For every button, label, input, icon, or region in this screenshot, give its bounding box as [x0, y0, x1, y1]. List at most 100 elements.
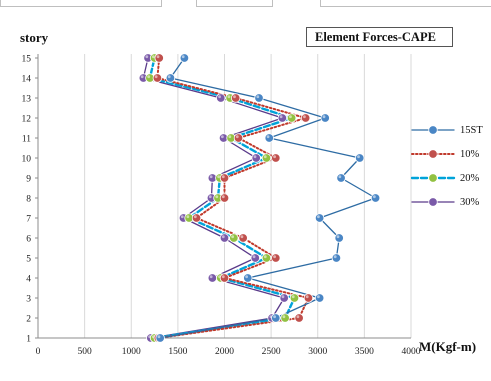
data-point-highlight: [167, 75, 171, 79]
data-point-highlight: [273, 255, 276, 259]
data-point-highlight: [266, 135, 270, 139]
data-point: [233, 133, 244, 143]
series-markers: [155, 53, 381, 343]
legend-item: 30%: [410, 190, 490, 214]
data-point-highlight: [233, 95, 236, 99]
legend-item: 20%: [410, 166, 490, 190]
data-point: [289, 293, 300, 303]
data-point-highlight: [151, 55, 155, 59]
data-point-highlight: [279, 115, 283, 119]
data-point: [261, 253, 272, 263]
data-point: [250, 253, 260, 263]
data-point: [179, 53, 190, 63]
data-point-highlight: [317, 295, 320, 299]
data-point-highlight: [317, 215, 320, 219]
x-axis-label: M(Kgf-m): [419, 339, 477, 354]
data-point: [314, 293, 325, 303]
data-point: [243, 273, 253, 283]
data-point-highlight: [180, 215, 184, 219]
y-tick-label: 12: [22, 115, 32, 125]
top-panel-middle: [196, 0, 273, 7]
gridlines: [84, 54, 412, 338]
data-point-highlight: [221, 235, 225, 239]
x-tick-label: 3000: [308, 347, 327, 357]
chart-title-text: Element Forces-CAPE: [315, 29, 436, 44]
legend-swatch: [411, 149, 455, 159]
x-tick-label: 1500: [168, 347, 187, 357]
data-point-highlight: [372, 195, 376, 199]
data-point: [254, 93, 264, 103]
data-point: [277, 113, 288, 123]
data-point: [219, 173, 230, 183]
data-point-highlight: [333, 255, 337, 259]
data-point: [271, 253, 281, 263]
data-point-highlight: [218, 95, 221, 99]
series-15st: [159, 57, 377, 339]
data-point-highlight: [336, 235, 340, 239]
legend-item: 10%: [410, 142, 490, 166]
y-tick-label: 11: [22, 135, 31, 145]
data-point-highlight: [147, 75, 151, 79]
y-tick-label: 10: [22, 155, 32, 165]
data-point-highlight: [291, 295, 295, 299]
data-point-highlight: [181, 55, 185, 59]
data-point: [286, 113, 297, 123]
legend-marker: [428, 149, 438, 159]
data-point-highlight: [220, 135, 224, 139]
data-point: [154, 53, 164, 63]
data-point-highlight: [273, 315, 276, 319]
data-point: [261, 153, 272, 163]
data-point-highlight: [157, 335, 161, 339]
y-tick-label: 6: [26, 235, 31, 245]
data-point: [216, 93, 226, 103]
data-point-highlight: [215, 195, 219, 199]
data-point-highlight: [235, 135, 239, 139]
data-point: [271, 313, 281, 323]
data-point: [219, 273, 230, 283]
data-point: [336, 173, 346, 183]
data-point-highlight: [305, 295, 309, 299]
x-tick-label: 3500: [355, 347, 374, 357]
data-point-highlight: [217, 175, 221, 179]
data-point: [251, 153, 261, 163]
data-point: [271, 153, 281, 163]
y-tick-label: 4: [26, 275, 31, 285]
data-point-highlight: [186, 215, 190, 219]
data-point-highlight: [208, 195, 212, 199]
y-axis-label: story: [20, 30, 49, 45]
data-point-highlight: [338, 175, 342, 179]
y-tick-label: 1: [26, 335, 31, 345]
x-tick-label: 500: [78, 347, 93, 357]
data-point-highlight: [209, 175, 213, 179]
y-tick-label: 3: [26, 295, 31, 305]
data-point: [155, 333, 165, 343]
data-point-highlight: [145, 55, 149, 59]
data-point: [152, 73, 163, 83]
legend-label: 30%: [460, 196, 480, 208]
data-point-highlight: [256, 95, 260, 99]
data-point-highlight: [289, 115, 292, 119]
data-point: [207, 273, 218, 283]
axes: [35, 54, 411, 339]
legend-label: 15ST: [460, 124, 483, 136]
data-point: [334, 233, 344, 243]
data-point-highlight: [273, 155, 276, 159]
legend-label: 10%: [460, 148, 480, 160]
data-point-highlight: [221, 275, 225, 279]
legend-swatch: [411, 197, 455, 207]
data-point-highlight: [245, 275, 249, 279]
data-point: [370, 193, 381, 203]
data-point-highlight: [303, 115, 306, 119]
x-tick-label: 2500: [262, 347, 281, 357]
data-point: [165, 73, 176, 83]
data-point: [303, 293, 314, 303]
legend-marker: [428, 197, 438, 207]
y-tick-label: 13: [22, 95, 32, 105]
data-point-highlight: [227, 95, 231, 99]
data-point: [279, 293, 289, 303]
series-markers: [152, 53, 314, 343]
y-tick-label: 15: [22, 55, 32, 65]
